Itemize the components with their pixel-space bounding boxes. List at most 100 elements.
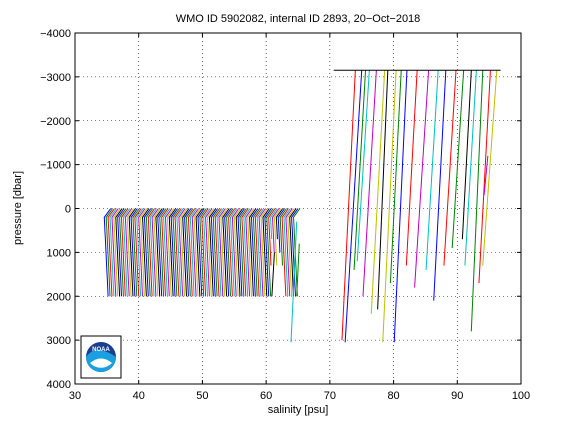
profile-line: [277, 208, 286, 253]
profile-line: [111, 208, 119, 297]
profile-line: [290, 221, 298, 343]
profile-line: [163, 208, 171, 297]
profile-line: [264, 208, 272, 297]
profile-line: [195, 208, 203, 297]
y-tick-label: 4000: [47, 379, 71, 391]
profile-line: [206, 208, 215, 297]
x-axis-label: salinity [psu]: [268, 404, 329, 416]
profile-line: [134, 208, 142, 297]
profile-line: [145, 208, 154, 297]
y-tick-label: −1000: [40, 160, 71, 172]
profile-line: [187, 208, 196, 297]
y-axis-label: pressure [dbar]: [12, 171, 24, 245]
profile-line: [212, 208, 221, 297]
profile-line: [109, 208, 117, 297]
profile-line: [241, 208, 249, 297]
profile-line: [166, 208, 175, 297]
profile-line: [124, 208, 133, 297]
profile-line: [214, 208, 222, 297]
profile-line: [180, 208, 188, 297]
x-tick-label: 70: [324, 390, 336, 402]
profile-line: [193, 208, 201, 297]
profile-line: [235, 208, 244, 297]
profile-line: [270, 208, 278, 240]
profile-line: [113, 208, 121, 297]
tick-layer: 30 40 50 60 70 80 90 100 −4000 −3000 −2000 −1000 0 10…: [40, 28, 530, 402]
profile-line: [275, 208, 284, 240]
profile-line: [220, 208, 228, 297]
outlier-profile-line: [377, 70, 389, 310]
profile-line: [268, 208, 276, 266]
x-tick-label: 90: [451, 390, 463, 402]
outlier-profile-line: [341, 70, 356, 341]
outlier-profile-line: [362, 70, 377, 297]
profile-line: [178, 208, 186, 297]
outlier-profile-line: [353, 70, 367, 270]
profile-line: [287, 208, 295, 297]
outlier-profile-line: [461, 70, 472, 240]
profile-line: [199, 208, 207, 297]
profile-line: [229, 208, 238, 297]
profile-line: [208, 208, 217, 297]
profile-line: [168, 208, 177, 297]
profile-line: [296, 243, 300, 297]
noaa-logo: NOAA: [80, 335, 122, 379]
profile-line: [252, 208, 261, 297]
profile-line: [218, 208, 226, 297]
data-layer: [103, 69, 501, 343]
profile-line: [210, 208, 219, 297]
outlier-profile-line: [370, 70, 386, 314]
outlier-profile-line: [356, 70, 370, 262]
profile-line: [151, 208, 159, 297]
profile-line: [224, 208, 232, 297]
profile-line: [201, 208, 209, 297]
outlier-profile-line: [443, 70, 457, 266]
profile-line: [292, 208, 301, 297]
profile-line: [273, 208, 282, 266]
y-tick-label: −4000: [40, 28, 71, 40]
profile-line: [237, 208, 245, 297]
profile-line: [136, 208, 144, 297]
profile-line: [271, 252, 275, 297]
outlier-profile-line: [470, 70, 484, 332]
profile-line: [130, 208, 138, 297]
profile-line: [107, 208, 115, 297]
profile-line: [185, 208, 194, 297]
profile-line: [132, 208, 140, 297]
profile-line: [164, 208, 173, 297]
outlier-profile-line: [483, 155, 489, 196]
profile-line: [283, 208, 291, 297]
outlier-profile-line: [482, 70, 498, 266]
profile-line: [172, 208, 180, 297]
chart-title: WMO ID 5902082, internal ID 2893, 20−Oct…: [176, 13, 421, 25]
profile-line: [149, 208, 158, 297]
x-tick-label: 100: [512, 390, 530, 402]
profile-line: [143, 208, 152, 297]
profile-line: [161, 208, 169, 297]
outlier-profile-line: [389, 70, 402, 284]
profile-line: [250, 208, 259, 297]
profile-line: [184, 208, 192, 297]
profile-line: [153, 208, 161, 297]
outlier-profile-line: [433, 70, 447, 301]
profile-line: [117, 208, 125, 297]
profile-line: [203, 208, 211, 297]
outlier-profile-line: [464, 70, 477, 266]
profile-line: [216, 208, 224, 297]
outlier-profile-line: [478, 70, 491, 284]
profile-line: [197, 208, 205, 297]
x-tick-label: 80: [387, 390, 399, 402]
outlier-profile-line: [414, 70, 430, 288]
profile-line: [279, 208, 287, 266]
grid-layer: [75, 33, 521, 384]
profile-line: [226, 208, 234, 297]
profile-line: [245, 208, 253, 297]
profile-line: [141, 208, 150, 297]
profile-line: [122, 208, 131, 297]
outlier-profile-line: [382, 70, 397, 343]
noaa-logo-text: NOAA: [92, 347, 110, 353]
x-tick-label: 50: [196, 390, 208, 402]
profile-line: [222, 208, 230, 297]
profile-line: [243, 208, 251, 297]
